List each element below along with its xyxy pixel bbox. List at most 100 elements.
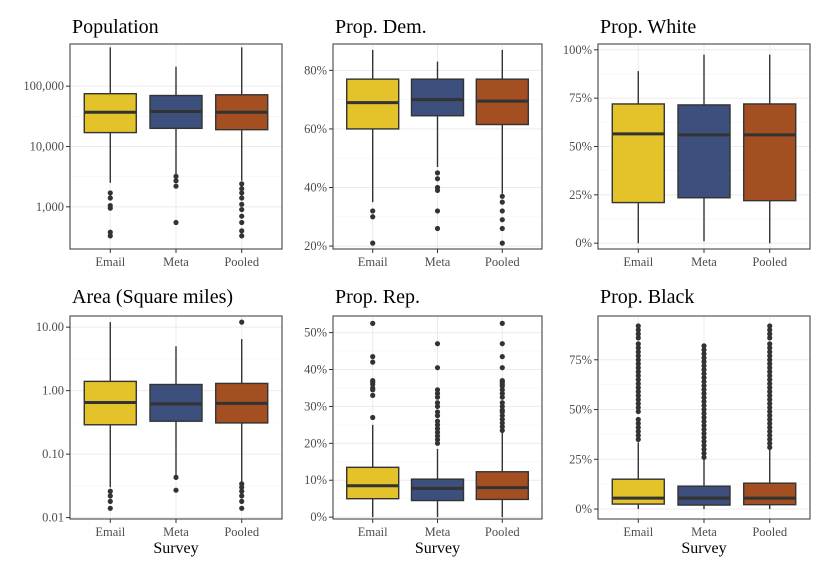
outlier-point [767,365,773,371]
outlier-point [499,424,505,430]
x-tick-label: Email [95,525,125,539]
outlier-point [370,414,376,421]
y-tick-label: 80% [304,63,327,77]
outlier-point [767,341,773,347]
box-meta [677,54,731,242]
outlier-point [635,327,641,333]
outlier-point [239,493,245,499]
outlier-point [499,199,505,205]
outlier-point [767,440,773,446]
outlier-point [499,240,505,246]
outlier-point [370,214,376,220]
outlier-point [107,505,113,511]
outlier-point [701,454,707,460]
outlier-point [767,436,773,442]
y-tick-label: 1,000 [36,200,64,214]
outlier-point [370,359,376,365]
outlier-point [767,335,773,341]
outlier-point [173,219,179,226]
x-axis-title: Survey [415,540,460,557]
box-email [83,322,137,511]
outlier-point [434,365,441,371]
outlier-point [701,426,707,433]
outlier-point [635,345,641,351]
outlier-point [239,195,245,201]
panel-prop-dem: 20% 40% 60% 80% Email Meta Pooled Prop. Dem. [304,16,543,269]
y-tick-label: 0% [310,510,327,524]
outlier-point [499,354,505,360]
outlier-point [107,498,113,504]
outlier-point [499,394,505,400]
outlier-point [701,430,707,437]
outlier-point [635,408,641,415]
outlier-point [239,228,245,234]
x-tick-label: Meta [425,525,451,539]
x-axis-title: Survey [681,540,726,557]
outlier-point [701,414,707,421]
outlier-point [767,412,773,419]
box-pooled [475,49,529,246]
y-tick-label: 10,000 [30,140,64,154]
x-tick-label: Email [95,255,125,269]
outlier-point [701,359,707,365]
y-tick-label: 50% [304,326,327,340]
outlier-point [635,377,641,383]
outlier-point [767,353,773,359]
panel-title: Prop. White [600,16,696,38]
x-tick-label: Meta [691,525,717,539]
outlier-point [701,355,707,361]
x-tick-label: Meta [163,525,189,539]
outlier-point [107,229,113,235]
x-tick-label: Pooled [224,525,259,539]
box-email [83,47,137,239]
x-tick-label: Email [623,525,653,539]
outlier-point [701,363,707,369]
x-tick-label: Meta [691,255,717,269]
outlier-point [499,420,505,426]
box-pooled [215,319,269,511]
outlier-point [701,446,707,452]
outlier-point [434,387,441,393]
outlier-point [499,390,505,397]
outlier-point [635,349,641,355]
outlier-point [767,327,773,333]
outlier-point [767,361,773,367]
outlier-point [701,410,707,417]
outlier-point [767,385,773,391]
outlier-point [434,394,441,400]
box-meta [410,341,465,518]
iqr-box [677,485,731,506]
outlier-point [701,387,707,393]
outlier-point [239,488,245,494]
y-tick-label: 25% [569,452,592,466]
panel-prop-white: 0% 25% 50% 75% 100% Email Meta Pooled Prop. Whit… [563,16,811,269]
outlier-point [635,381,641,387]
box-pooled [475,320,529,518]
outlier-point [370,392,376,398]
outlier-point [635,396,641,403]
outlier-point [173,183,179,189]
outlier-point [370,354,376,360]
box-email [611,71,665,244]
outlier-point [701,418,707,425]
outlier-point [434,341,441,347]
box-meta [410,61,465,232]
panel-prop-rep: 0% 10% 20% 30% 40% 50% Email Meta Pooled Prop. Re… [304,286,543,557]
y-tick-label: 0.10 [42,447,64,461]
outlier-point [767,444,773,450]
outlier-point [434,208,441,214]
y-tick-label: 50% [569,140,592,154]
outlier-point [635,341,641,347]
outlier-point [767,404,773,411]
outlier-point [635,389,641,395]
outlier-point [434,225,441,232]
panel-prop-black: 0% 25% 50% 75% Email Meta Pooled Prop. Black Sur… [569,286,811,557]
outlier-point [107,190,113,196]
y-tick-label: 0.01 [42,511,64,525]
iqr-box [475,471,529,501]
outlier-point [701,406,707,413]
outlier-point [767,408,773,415]
outlier-point [499,387,505,393]
iqr-box [677,104,731,199]
x-tick-label: Email [358,255,388,269]
